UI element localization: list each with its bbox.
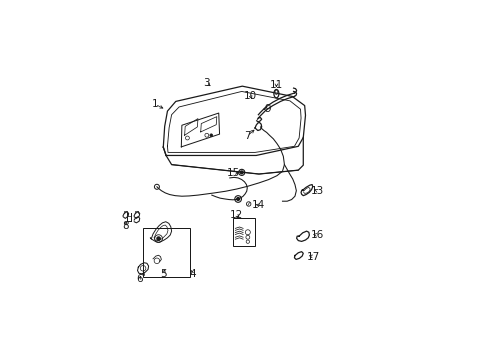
Text: 1: 1 bbox=[151, 99, 158, 109]
Text: 4: 4 bbox=[189, 269, 195, 279]
Circle shape bbox=[236, 198, 239, 201]
Text: 16: 16 bbox=[310, 230, 323, 240]
Text: 7: 7 bbox=[244, 131, 250, 141]
Circle shape bbox=[209, 134, 212, 136]
Text: 17: 17 bbox=[306, 252, 320, 262]
Circle shape bbox=[240, 171, 243, 174]
Text: 10: 10 bbox=[244, 91, 257, 101]
Bar bbox=[143, 228, 190, 278]
Text: 5: 5 bbox=[160, 269, 166, 279]
Text: 3: 3 bbox=[203, 78, 209, 89]
Text: 15: 15 bbox=[226, 168, 240, 178]
Text: 14: 14 bbox=[251, 200, 264, 210]
Text: 12: 12 bbox=[229, 210, 243, 220]
Text: 13: 13 bbox=[310, 186, 323, 196]
Text: 6: 6 bbox=[136, 274, 142, 284]
Text: 8: 8 bbox=[122, 221, 128, 231]
Bar bbox=[232, 218, 255, 246]
Text: 9: 9 bbox=[264, 104, 270, 114]
Circle shape bbox=[157, 237, 160, 240]
Text: 11: 11 bbox=[269, 80, 283, 90]
